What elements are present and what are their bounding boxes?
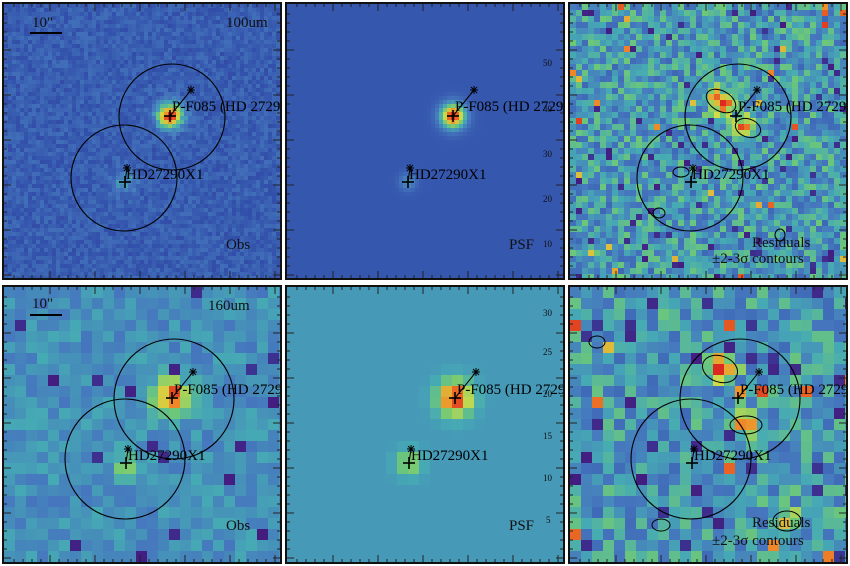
source-label-secondary: HD27290X1 bbox=[694, 448, 772, 464]
source-label-secondary: HD27290X1 bbox=[411, 448, 489, 464]
source-label-primary: P-F085 (HD 27290) bbox=[174, 382, 282, 398]
panel-label-psf: PSF bbox=[509, 518, 535, 534]
band-label: 100um bbox=[226, 15, 268, 31]
obs-100um-panel: 10" 100um Obs P-F085 (HD 27290) HD27290X… bbox=[2, 2, 282, 280]
aperture-circle-secondary bbox=[64, 398, 186, 520]
aperture-circle-secondary bbox=[636, 124, 744, 232]
panel-label-residuals: Residuals bbox=[752, 515, 811, 531]
aperture-circle-primary bbox=[113, 338, 235, 460]
axis-ticks bbox=[570, 4, 846, 278]
source-label-secondary: HD27290X1 bbox=[692, 167, 770, 183]
residuals-100um-image bbox=[570, 4, 846, 278]
panel-sublabel-contours: ±2-3σ contours bbox=[712, 251, 804, 267]
psf-160um-image bbox=[287, 287, 563, 562]
obs-160um-image bbox=[4, 287, 280, 562]
panel-label-psf: PSF bbox=[509, 237, 535, 253]
axis-tick-label: 10 bbox=[543, 473, 552, 483]
aperture-circle-secondary bbox=[630, 398, 752, 520]
marker-primary bbox=[166, 368, 197, 404]
pixel-map bbox=[4, 287, 280, 562]
residuals-160um-panel: P-F085 (HD 27290) HD27290X1 Residuals ±2… bbox=[568, 285, 848, 564]
band-label: 160um bbox=[208, 298, 250, 314]
axis-tick-label: 30 bbox=[543, 308, 552, 318]
marker-primary bbox=[447, 86, 478, 122]
psf-160um-panel: 30 25 20 15 10 5 PSF P-F085 (HD 27290) H… bbox=[285, 285, 565, 564]
pixel-map bbox=[287, 287, 563, 562]
axis-tick-label: 5 bbox=[546, 515, 551, 525]
obs-100um-image bbox=[4, 4, 280, 278]
source-label-secondary: HD27290X1 bbox=[128, 448, 206, 464]
psf-100um-panel: 50 40 30 20 10 PSF P-F085 (HD 27290) HD2… bbox=[285, 2, 565, 280]
axis-ticks bbox=[4, 287, 280, 562]
axis-tick-label: 20 bbox=[543, 194, 552, 204]
marker-secondary bbox=[403, 445, 415, 469]
axis-tick-label: 50 bbox=[543, 58, 552, 68]
axis-ticks bbox=[570, 287, 846, 562]
source-label-secondary: HD27290X1 bbox=[409, 167, 487, 183]
marker-primary bbox=[732, 368, 763, 404]
scale-bar bbox=[30, 32, 62, 34]
axis-tick-label: 30 bbox=[543, 149, 552, 159]
psf-100um-image bbox=[287, 4, 563, 278]
scale-bar-label: 10" bbox=[32, 15, 54, 31]
marker-secondary bbox=[120, 445, 132, 469]
axis-tick-label: 20 bbox=[543, 389, 552, 399]
aperture-circle-secondary bbox=[70, 124, 178, 232]
marker-primary bbox=[164, 86, 195, 122]
marker-primary bbox=[730, 86, 761, 122]
marker-secondary bbox=[686, 445, 698, 469]
residuals-100um-panel: P-F085 (HD 27290) HD27290X1 Residuals ±2… bbox=[568, 2, 848, 280]
pixel-map bbox=[570, 4, 846, 278]
axis-ticks bbox=[287, 4, 563, 278]
axis-ticks bbox=[287, 287, 563, 562]
obs-160um-panel: 10" 160um Obs P-F085 (HD 27290) HD27290X… bbox=[2, 285, 282, 564]
source-label-primary: P-F085 (HD 27290) bbox=[172, 99, 282, 115]
aperture-circle-primary bbox=[679, 338, 801, 460]
axis-tick-label: 15 bbox=[543, 431, 552, 441]
panel-sublabel-contours: ±2-3σ contours bbox=[712, 533, 804, 549]
source-label-primary: P-F085 (HD 27290) bbox=[740, 382, 848, 398]
axis-tick-label: 25 bbox=[543, 347, 552, 357]
panel-label-obs: Obs bbox=[226, 518, 251, 534]
scale-bar-label: 10" bbox=[32, 296, 54, 312]
source-label-primary: P-F085 (HD 27290) bbox=[455, 99, 565, 115]
marker-primary bbox=[449, 368, 480, 404]
aperture-circle-primary bbox=[118, 63, 226, 171]
axis-tick-label: 10 bbox=[543, 239, 552, 249]
contour-lines bbox=[652, 88, 786, 242]
contour-lines bbox=[588, 335, 802, 532]
pixel-map bbox=[287, 4, 563, 278]
panel-label-obs: Obs bbox=[226, 237, 251, 253]
scale-bar bbox=[30, 314, 62, 316]
source-label-secondary: HD27290X1 bbox=[126, 167, 204, 183]
aperture-circle-primary bbox=[684, 63, 792, 171]
marker-secondary bbox=[119, 164, 131, 188]
axis-tick-label: 40 bbox=[543, 104, 552, 114]
marker-secondary bbox=[402, 164, 414, 188]
marker-secondary bbox=[685, 164, 697, 188]
panel-label-residuals: Residuals bbox=[752, 235, 811, 251]
source-label-primary: P-F085 (HD 27290) bbox=[457, 382, 565, 398]
source-label-primary: P-F085 (HD 27290) bbox=[738, 99, 848, 115]
residuals-160um-image bbox=[570, 287, 846, 562]
axis-ticks bbox=[4, 4, 280, 278]
